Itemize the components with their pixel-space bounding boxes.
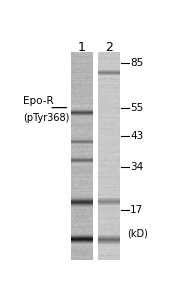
Text: (kD): (kD) — [127, 229, 148, 238]
Text: Epo-R: Epo-R — [23, 96, 54, 106]
Text: 43: 43 — [130, 131, 143, 142]
Text: 17: 17 — [130, 206, 143, 215]
Text: 34: 34 — [130, 161, 143, 172]
Text: 85: 85 — [130, 58, 143, 68]
Text: (pTyr368): (pTyr368) — [23, 113, 70, 123]
Text: 55: 55 — [130, 103, 143, 112]
Text: 2: 2 — [105, 40, 112, 54]
Text: 1: 1 — [77, 40, 85, 54]
